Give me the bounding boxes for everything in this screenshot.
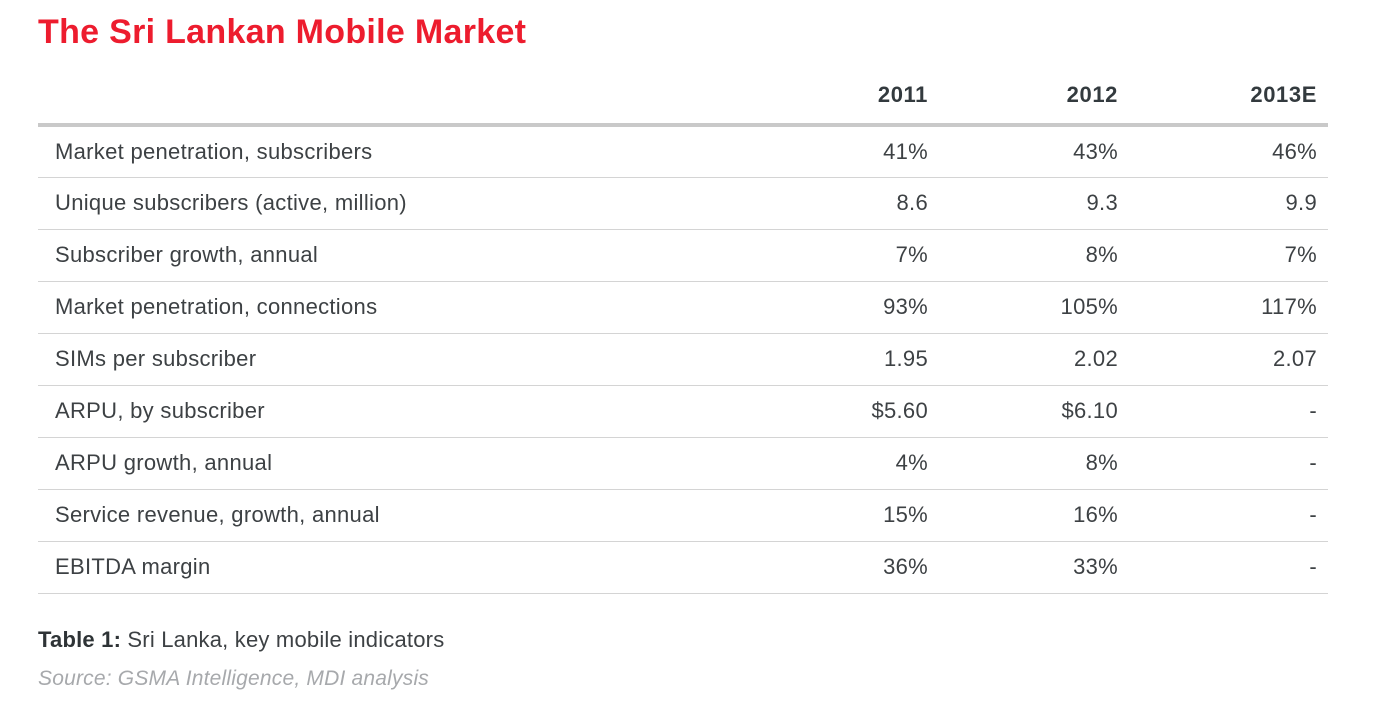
cell-2012: $6.10 [1061, 398, 1118, 423]
cell-2012: 33% [1073, 554, 1118, 579]
row-label: SIMs per subscriber [55, 346, 257, 371]
table-row: Market penetration, subscribers 41% 43% … [38, 125, 1328, 177]
cell-2012: 8% [1085, 450, 1118, 475]
row-label: Market penetration, connections [55, 294, 378, 319]
page-title: The Sri Lankan Mobile Market [38, 13, 527, 51]
cell-2013e: 7% [1284, 242, 1317, 267]
cell-2013e: 46% [1272, 138, 1317, 164]
cell-2011: 4% [895, 450, 928, 475]
header-blank-cell [38, 62, 738, 125]
cell-2011: 1.95 [883, 346, 928, 371]
cell-2012: 8% [1085, 242, 1118, 267]
row-label: Service revenue, growth, annual [55, 502, 380, 527]
cell-2011: 36% [883, 554, 928, 579]
cell-2011: 93% [883, 294, 928, 319]
cell-2012: 105% [1060, 294, 1118, 319]
source-note: Source: GSMA Intelligence, MDI analysis [38, 666, 430, 690]
table-row: ARPU growth, annual 4% 8% - [38, 437, 1328, 489]
table-row: SIMs per subscriber 1.95 2.02 2.07 [38, 333, 1328, 385]
row-label: ARPU, by subscriber [55, 398, 265, 423]
caption-text: Sri Lanka, key mobile indicators [127, 626, 445, 652]
table-row: ARPU, by subscriber $5.60 $6.10 - [38, 385, 1328, 437]
cell-2013e: 2.07 [1272, 346, 1317, 371]
cell-2011: $5.60 [871, 398, 928, 423]
cell-2011: 7% [895, 242, 928, 267]
table-header-row: 2011 2012 2013E [38, 62, 1328, 125]
cell-2013e: - [1309, 502, 1317, 527]
row-label: Unique subscribers (active, million) [55, 190, 407, 215]
caption-label: Table 1: [38, 626, 122, 652]
table-row: Market penetration, connections 93% 105%… [38, 281, 1328, 333]
row-label: Market penetration, subscribers [55, 138, 373, 164]
cell-2011: 15% [883, 502, 928, 527]
cell-2013e: - [1309, 398, 1317, 423]
header-2012: 2012 [1066, 82, 1118, 107]
cell-2011: 8.6 [896, 190, 928, 215]
row-label: EBITDA margin [55, 554, 211, 579]
cell-2013e: - [1309, 554, 1317, 579]
row-label: Subscriber growth, annual [55, 242, 319, 267]
table-row: Service revenue, growth, annual 15% 16% … [38, 489, 1328, 541]
table-row: Unique subscribers (active, million) 8.6… [38, 177, 1328, 229]
header-2011: 2011 [877, 82, 928, 107]
header-2013e: 2013E [1250, 82, 1317, 107]
cell-2012: 2.02 [1073, 346, 1118, 371]
table-row: EBITDA margin 36% 33% - [38, 541, 1328, 593]
cell-2012: 43% [1073, 138, 1118, 164]
row-label: ARPU growth, annual [55, 450, 273, 475]
table-row: Subscriber growth, annual 7% 8% 7% [38, 229, 1328, 281]
cell-2013e: - [1309, 450, 1317, 475]
indicators-table: 2011 2012 2013E Market penetration, subs… [38, 62, 1328, 594]
cell-2012: 16% [1073, 502, 1118, 527]
cell-2011: 41% [883, 138, 928, 164]
table-caption: Table 1: Sri Lanka, key mobile indicator… [38, 626, 1381, 653]
cell-2013e: 9.9 [1285, 190, 1317, 215]
cell-2013e: 117% [1261, 294, 1317, 319]
cell-2012: 9.3 [1086, 190, 1118, 215]
